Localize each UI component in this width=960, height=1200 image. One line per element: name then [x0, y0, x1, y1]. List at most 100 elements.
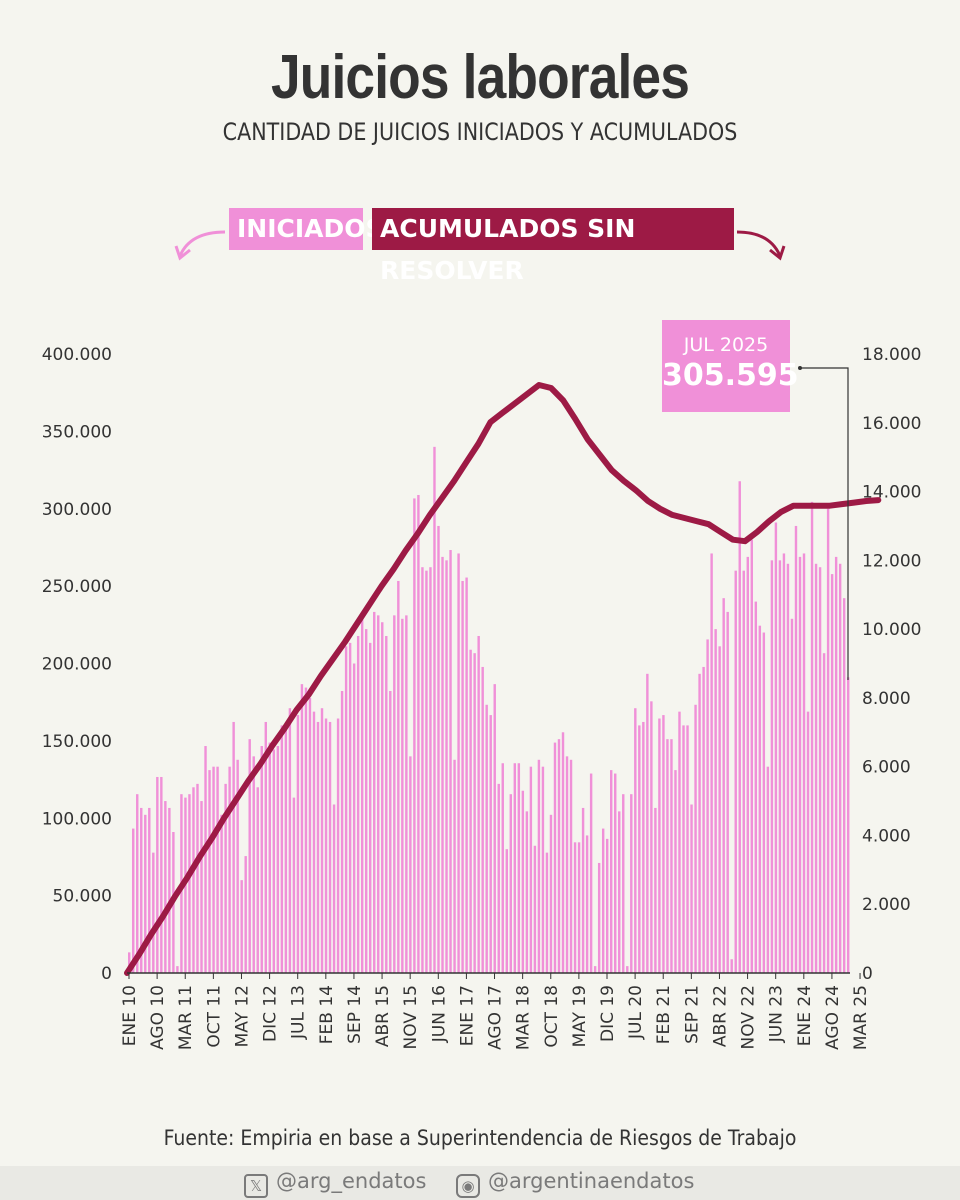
instagram-handle[interactable]: ◉ @argentinaendatos — [456, 1169, 694, 1198]
bar — [786, 563, 790, 973]
bar — [248, 739, 251, 973]
bar — [224, 783, 227, 973]
bar — [252, 756, 255, 973]
bar — [766, 766, 770, 973]
bar — [437, 525, 440, 973]
left-tick-label: 150.000 — [42, 732, 112, 752]
bar — [517, 763, 521, 973]
bar — [626, 966, 629, 973]
left-tick-label: 50.000 — [53, 887, 112, 907]
bar — [561, 732, 565, 973]
x-tick-label: MAR 25 — [851, 985, 871, 1050]
bar — [405, 615, 408, 973]
x-tick-label: FEB 14 — [317, 985, 337, 1044]
bar — [662, 715, 665, 973]
bar — [634, 708, 637, 973]
x-tick-label: DIC 19 — [598, 985, 618, 1042]
x-axis: ENE 10 AGO 10 MAR 11 OCT 11 MAY 12 DIC 12 JUL … — [120, 973, 871, 1050]
callout-leader-line — [800, 367, 849, 680]
bar — [441, 556, 444, 973]
bar — [678, 711, 681, 973]
bar — [513, 763, 517, 973]
bar — [397, 580, 400, 973]
x-tick-label: ENE 24 — [795, 985, 815, 1046]
bar — [597, 862, 601, 973]
x-tick-label: OCT 11 — [204, 985, 224, 1048]
bar — [481, 666, 484, 973]
bar — [654, 807, 657, 973]
right-tick-label: 6.000 — [862, 758, 911, 778]
left-tick-label: 400.000 — [42, 345, 112, 365]
bar — [164, 801, 167, 973]
x-tick-label: MAR 11 — [176, 985, 196, 1050]
x-tick-label: ABR 15 — [373, 985, 393, 1047]
bar — [284, 725, 288, 973]
bar — [622, 794, 625, 973]
bar — [332, 804, 336, 973]
bar — [393, 615, 396, 973]
left-tick-label: 250.000 — [42, 577, 112, 597]
x-handle[interactable]: 𝕏 @arg_endatos — [244, 1169, 426, 1198]
bar — [377, 615, 380, 973]
bar — [348, 642, 352, 973]
bar — [493, 684, 496, 973]
bar — [541, 766, 545, 973]
x-tick-label: MAY 19 — [570, 985, 590, 1047]
x-tick-label: AGO 24 — [823, 985, 843, 1050]
bar — [734, 570, 737, 973]
bar — [545, 852, 549, 973]
bar — [638, 725, 641, 973]
bar — [674, 770, 677, 973]
bar — [204, 746, 207, 973]
bar — [304, 687, 308, 973]
bar — [846, 677, 850, 973]
bar — [577, 842, 581, 973]
bar — [300, 684, 304, 973]
chart: 0 50.000 100.000 150.000 200.000 250.000 300.0… — [42, 230, 921, 1050]
bar — [650, 701, 653, 973]
x-tick-label: JUL 13 — [289, 985, 309, 1040]
bar — [429, 567, 432, 973]
bar — [144, 814, 147, 973]
bar — [280, 725, 284, 973]
bar — [200, 801, 203, 973]
right-tick-label: 0 — [862, 964, 873, 984]
right-tick-label: 16.000 — [862, 414, 921, 434]
bar — [401, 618, 404, 973]
left-tick-label: 300.000 — [42, 500, 112, 520]
x-logo-icon: 𝕏 — [244, 1174, 268, 1198]
bar — [750, 539, 753, 973]
bar — [774, 522, 778, 973]
bar — [646, 673, 649, 973]
legend-acumulados: ACUMULADOS SIN RESOLVER — [372, 208, 734, 285]
x-tick-label: NOV 15 — [401, 985, 421, 1049]
bar — [794, 525, 798, 973]
bar — [296, 715, 300, 973]
bar — [573, 842, 577, 973]
bar — [658, 718, 661, 973]
bar — [497, 783, 500, 973]
right-axis: 02.0004.0006.0008.00010.00012.00014.0001… — [862, 345, 921, 984]
bar — [409, 756, 412, 973]
bar — [445, 560, 448, 973]
left-tick-label: 0 — [101, 964, 112, 984]
bar — [810, 501, 814, 973]
bar — [501, 763, 504, 973]
callout-value: 305.595 — [662, 358, 799, 393]
bar — [328, 721, 332, 973]
bar — [730, 959, 733, 973]
bar — [614, 773, 617, 973]
bar — [489, 715, 492, 973]
bar — [726, 611, 729, 973]
bar — [601, 828, 605, 973]
bar — [842, 598, 846, 973]
bar — [457, 553, 460, 973]
bar — [642, 721, 645, 973]
x-tick-label: AGO 10 — [148, 985, 168, 1050]
bar — [838, 563, 842, 973]
bar — [473, 653, 476, 973]
bar — [818, 567, 822, 973]
bar — [593, 966, 597, 973]
bar — [324, 718, 328, 973]
bar — [381, 622, 384, 973]
